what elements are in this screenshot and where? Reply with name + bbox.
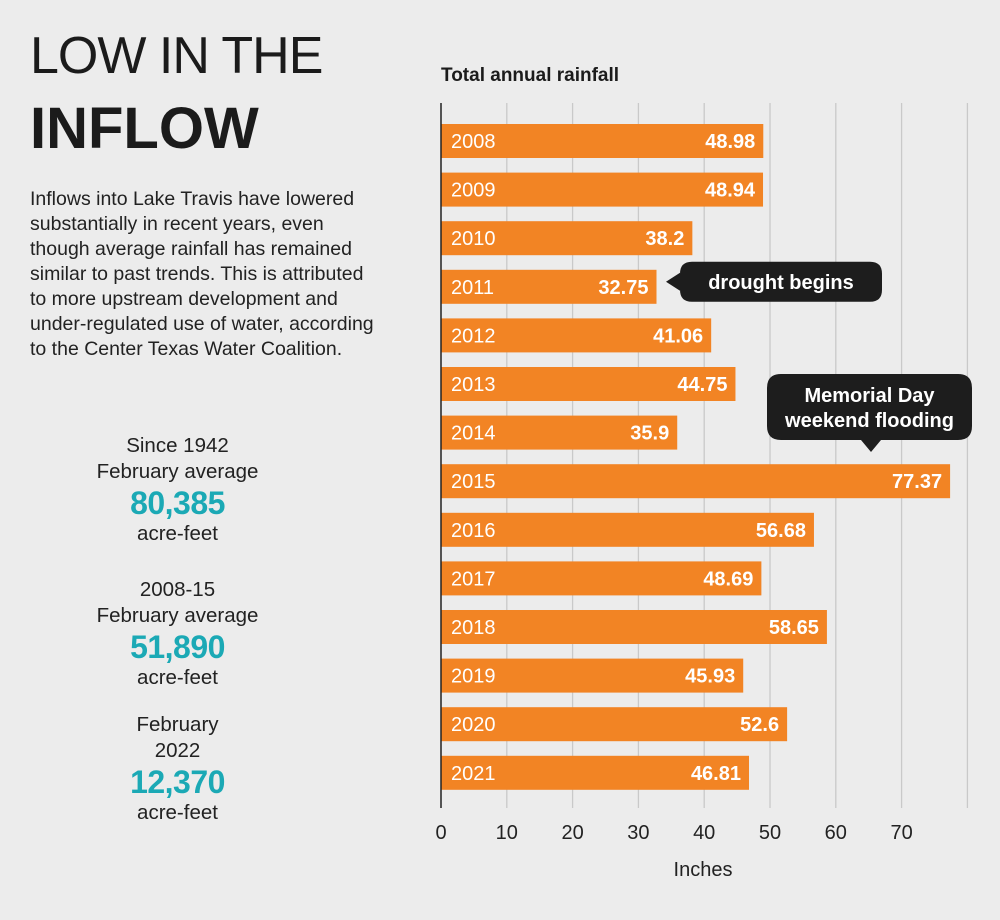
headline-line-2: INFLOW [30,96,259,161]
category-label-2009: 2009 [451,180,496,202]
value-label-2013: 44.75 [677,374,727,396]
bar-2010 [441,221,693,256]
stat-value: 51,890 [130,629,225,665]
stat-label: 2008-15 February average [96,578,259,627]
value-label-2018: 58.65 [769,617,819,639]
stat-unit: acre-feet [137,801,218,824]
x-tick-label-50: 50 [759,822,781,844]
category-label-2015: 2015 [451,471,496,493]
category-label-2011: 2011 [451,277,494,299]
x-tick-label-0: 0 [435,822,446,844]
bar-2019 [441,658,744,693]
x-tick-label-60: 60 [825,822,847,844]
value-label-2009: 48.94 [705,180,756,202]
category-label-2012: 2012 [451,325,496,347]
stat-value: 12,370 [130,764,225,800]
category-label-2019: 2019 [451,666,496,688]
stat-since-1942: Since 1942 February average 80,385 acre-… [60,433,295,547]
callout-flooding-text: Memorial Day weekend flooding [784,385,954,432]
category-label-2008: 2008 [451,131,496,153]
intro-paragraph: Inflows into Lake Travis have lowered su… [30,188,374,360]
x-tick-label-40: 40 [693,822,715,844]
bar-2015 [441,464,951,499]
value-label-2010: 38.2 [645,228,684,250]
value-label-2011: 32.75 [598,277,648,299]
bar-2013 [441,367,736,401]
stat-unit: acre-feet [137,666,218,689]
stat-unit: acre-feet [137,522,218,545]
stat-label: February 2022 [136,713,219,762]
category-label-2014: 2014 [451,423,496,445]
x-axis-label: Inches [674,859,733,881]
callout-drought-text: drought begins [708,272,854,294]
bar-2011 [441,269,657,304]
x-tick-label-30: 30 [627,822,649,844]
value-label-2021: 46.81 [691,763,741,785]
chart-title: Total annual rainfall [441,65,619,86]
bar-2008 [441,124,764,158]
callout-drought [666,261,882,302]
bar-2018 [441,610,827,644]
bar-2017 [441,561,762,596]
value-label-2017: 48.69 [703,568,753,590]
bar-2009 [441,172,764,207]
category-label-2018: 2018 [451,617,496,639]
bar-2012 [441,318,712,353]
category-label-2021: 2021 [451,763,496,785]
headline-line-1: LOW IN THE [30,27,323,85]
value-label-2014: 35.9 [630,423,669,445]
bar-2021 [441,755,750,790]
bar-2020 [441,707,788,742]
stat-2008-15: 2008-15 February average 51,890 acre-fee… [60,577,295,691]
x-tick-label-20: 20 [561,822,583,844]
value-label-2008: 48.98 [705,131,755,153]
category-label-2013: 2013 [451,374,496,396]
x-tick-label-70: 70 [890,822,912,844]
callout-flooding [767,374,972,452]
value-label-2020: 52.6 [740,714,779,736]
category-label-2017: 2017 [451,568,496,590]
category-label-2010: 2010 [451,228,496,250]
category-label-2016: 2016 [451,520,496,542]
bar-2016 [441,512,814,547]
x-tick-label-10: 10 [496,822,518,844]
value-label-2016: 56.68 [756,520,806,542]
stat-february-2022: February 2022 12,370 acre-feet [60,712,295,826]
value-label-2012: 41.06 [653,325,703,347]
value-label-2015: 77.37 [892,471,942,493]
category-label-2020: 2020 [451,714,496,736]
bar-2014 [441,415,678,450]
value-label-2019: 45.93 [685,666,735,688]
stat-value: 80,385 [130,485,225,521]
stat-label: Since 1942 February average [96,434,259,483]
